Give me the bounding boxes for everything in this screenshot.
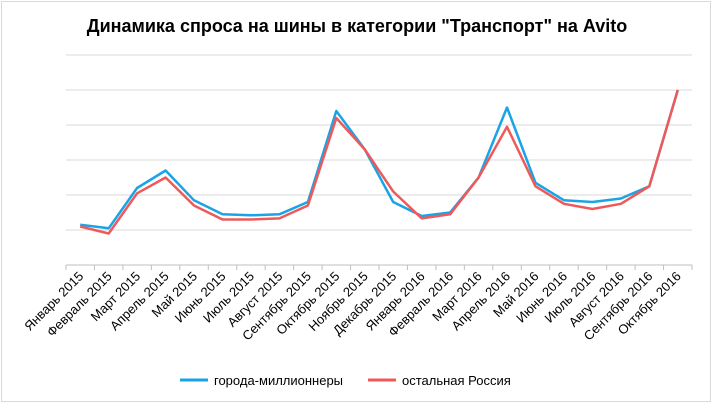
series-lines [79, 89, 679, 235]
x-axis [65, 264, 693, 270]
chart-title: Динамика спроса на шины в категории "Тра… [87, 16, 627, 36]
gridlines [66, 54, 692, 231]
legend: города-миллионнеры остальная Россия [180, 373, 511, 388]
legend-label: города-миллионнеры [214, 373, 343, 388]
series-line [80, 89, 679, 230]
legend-label: остальная Россия [402, 373, 511, 388]
series-line [79, 89, 679, 235]
